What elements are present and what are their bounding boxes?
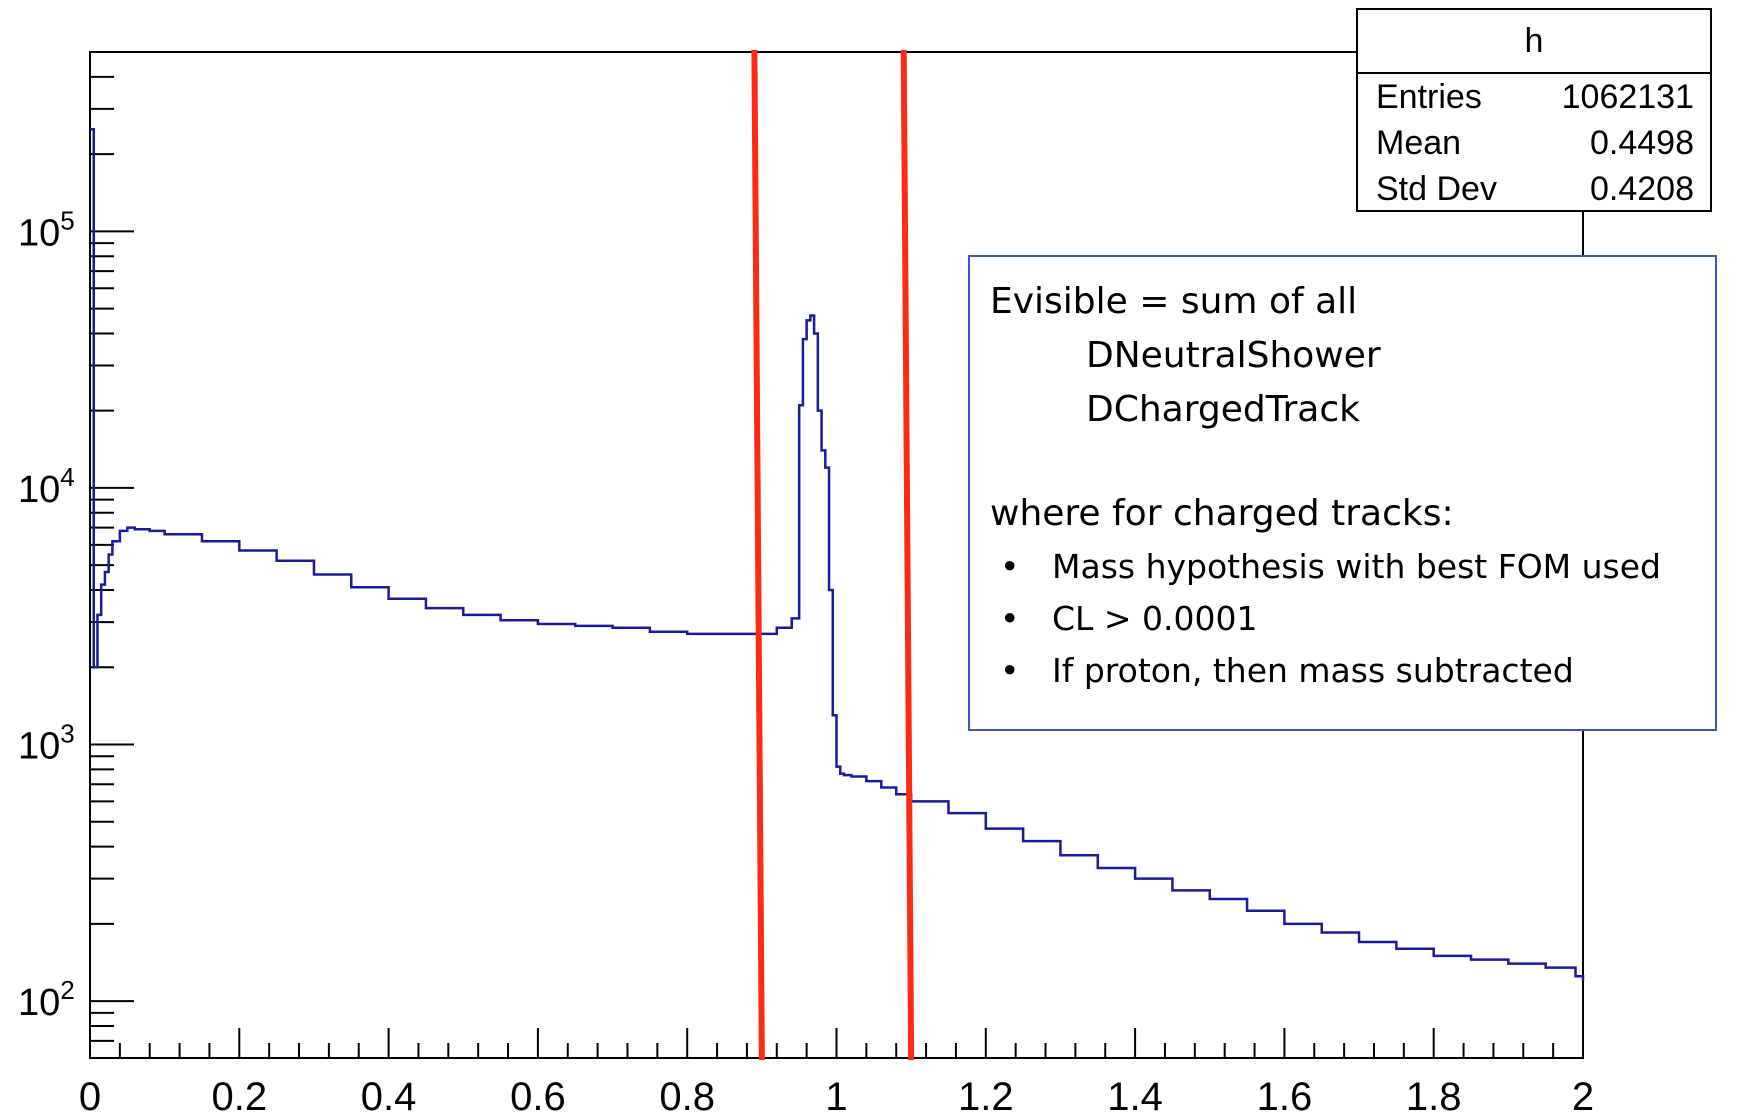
x-tick-label: 1.4 xyxy=(1107,1075,1163,1117)
bullet-icon: • xyxy=(1000,651,1020,690)
note-bullet-item: • CL > 0.0001 xyxy=(990,593,1715,645)
x-tick-label: 0 xyxy=(79,1075,101,1117)
note-subheading: where for charged tracks: xyxy=(990,493,1454,534)
note-heading: Evisible = sum of all xyxy=(990,281,1358,322)
x-tick-label: 0.8 xyxy=(659,1075,715,1117)
x-tick-label: 0.2 xyxy=(211,1075,267,1117)
note-item-charged: DChargedTrack xyxy=(1086,389,1360,430)
x-tick-label: 0.4 xyxy=(361,1075,417,1117)
stats-row-mean: Mean 0.4498 xyxy=(1358,120,1710,166)
x-tick-label: 1.6 xyxy=(1257,1075,1313,1117)
x-tick-label: 0.6 xyxy=(510,1075,566,1117)
histogram-series-line xyxy=(90,127,1585,981)
y-tick-label: 102 xyxy=(18,975,75,1024)
stats-value: 0.4208 xyxy=(1590,169,1694,208)
cut-line xyxy=(900,49,915,1061)
y-tick-label: 103 xyxy=(18,718,75,767)
annotation-box: Evisible = sum of all DNeutralShower DCh… xyxy=(968,255,1717,731)
stats-label: Mean xyxy=(1376,123,1462,162)
stats-title: h xyxy=(1358,10,1710,74)
x-tick-label: 2 xyxy=(1572,1075,1594,1117)
note-bullet-item: • If proton, then mass subtracted xyxy=(990,645,1715,697)
stats-value: 1062131 xyxy=(1561,77,1694,116)
stats-label: Entries xyxy=(1376,77,1482,116)
note-item-neutral: DNeutralShower xyxy=(1086,335,1381,376)
bullet-icon: • xyxy=(1000,547,1020,586)
note-bullet-text: CL > 0.0001 xyxy=(1052,599,1258,638)
x-tick-label: 1.2 xyxy=(958,1075,1014,1117)
stats-row-stddev: Std Dev 0.4208 xyxy=(1358,166,1710,212)
bullet-icon: • xyxy=(1000,599,1020,638)
stats-value: 0.4498 xyxy=(1590,123,1694,162)
stats-label: Std Dev xyxy=(1376,169,1497,208)
note-bullet-text: If proton, then mass subtracted xyxy=(1052,651,1574,690)
note-bullet-item: • Mass hypothesis with best FOM used xyxy=(990,541,1715,593)
stats-row-entries: Entries 1062131 xyxy=(1358,74,1710,120)
note-bullet-text: Mass hypothesis with best FOM used xyxy=(1052,547,1662,586)
x-tick-label: 1 xyxy=(825,1075,847,1117)
x-tick-label: 1.8 xyxy=(1406,1075,1462,1117)
y-tick-label: 104 xyxy=(18,462,75,511)
cut-line xyxy=(751,49,765,1061)
y-tick-label: 105 xyxy=(18,205,75,254)
stats-box: h Entries 1062131 Mean 0.4498 Std Dev 0.… xyxy=(1356,8,1712,212)
